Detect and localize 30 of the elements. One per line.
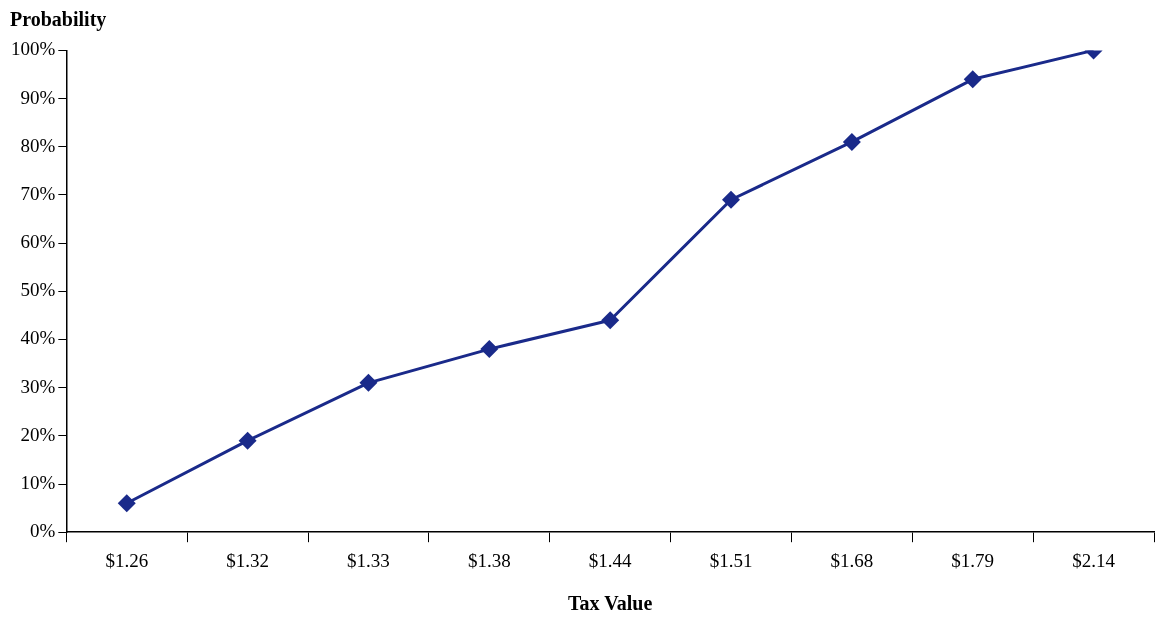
x-tick-label: $1.33 [347,549,390,571]
x-tick-label: $2.14 [1072,549,1116,571]
y-tick-label: 50% [20,279,56,301]
point [963,70,982,89]
y-tick-label: 90% [20,86,56,108]
point [117,494,136,513]
y-tick-label: 80% [20,134,56,156]
x-tick-label: $1.68 [830,549,874,571]
point [722,190,741,209]
point [359,373,378,392]
y-tick-label: 100% [11,38,56,60]
y-tick-label: 60% [20,231,56,253]
x-tick-label: $1.44 [588,549,633,571]
point [480,340,499,359]
x-tick-label: $1.26 [105,549,149,571]
x-tick-label: $1.38 [467,549,511,571]
point [601,311,620,330]
point [842,132,861,151]
x-tick-label: $1.32 [226,549,269,571]
y-tick-label: 10% [20,472,56,493]
x-tick-label: $1.79 [951,549,995,571]
y-tick-label: 70% [20,182,56,204]
y-tick-label: 20% [20,423,56,445]
y-axis-title: Probability [9,8,108,33]
y-tick-label: 0% [30,520,56,542]
point [238,431,257,450]
y-tick-label: 40% [20,327,56,349]
x-tick-label: $1.51 [709,549,753,571]
x-axis-title: Tax Value [568,592,653,615]
y-tick-label: 30% [20,375,56,397]
